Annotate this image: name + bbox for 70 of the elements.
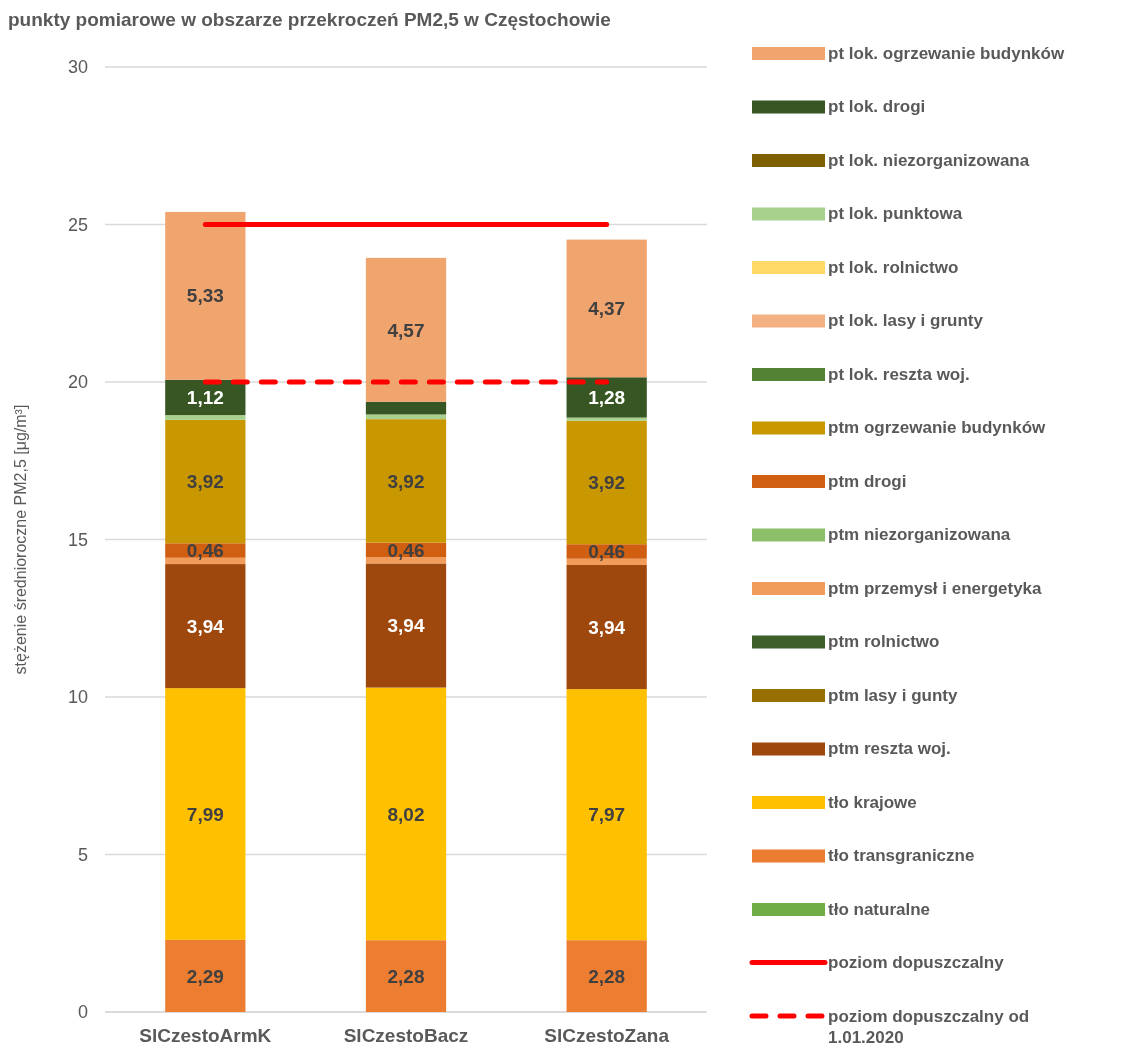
data-label: 3,94 [186,615,225,637]
bar [165,415,246,420]
bar [365,419,447,543]
data-label: 2,28 [387,965,425,987]
legend-label: pt lok. rolnictwo [828,257,959,277]
x-tick-label: SlCzestoZana [544,1025,670,1046]
legend-label: ptm niezorganizowana [828,525,1011,545]
legend-label: ptm drogi [828,471,907,491]
data-label: 4,57 [387,319,425,341]
bar [365,687,447,941]
legend-label: ptm reszta woj. [828,739,951,759]
y-tick-label: 5 [77,844,88,865]
chart-title: punkty pomiarowe w obszarze przekroczeń PM2,5 w Częstochowie [8,9,611,30]
y-axis-title: stężenie średnioroczne PM2,5 [μg/m³] [12,404,29,675]
x-tick-label: SlCzestoArmK [139,1025,272,1046]
data-label: 3,92 [588,472,626,494]
data-label: 0,46 [387,539,425,561]
legend-label: ptm przemysł i energetyka [828,578,1043,598]
bar [365,401,447,415]
legend-label: ptm rolnictwo [828,632,940,652]
bar [566,417,647,421]
bar [566,940,647,1012]
legend-label: pt lok. niezorganizowana [828,150,1030,170]
legend-label: pt lok. punktowa [828,204,963,224]
legend-label: tło naturalne [828,899,931,919]
legend-label: tło krajowe [828,792,917,812]
bar [165,939,246,1012]
data-label: 3,92 [186,471,224,493]
bar [365,563,447,688]
legend-label: pt lok. lasy i grunty [828,311,984,331]
data-label: 5,33 [186,285,224,307]
bar [566,565,647,690]
data-label: 1,28 [588,387,626,409]
bar [566,689,647,941]
data-label: 3,94 [387,615,425,637]
x-tick-label: SlCzestoBacz [343,1025,469,1046]
data-label: 7,97 [588,804,626,826]
y-tick-label: 10 [67,687,88,708]
y-tick-label: 0 [77,1002,88,1023]
legend-label: pt lok. ogrzewanie budynków [828,43,1065,63]
bar [165,564,246,689]
data-label: 2,28 [588,965,626,987]
legend-label: ptm ogrzewanie budynków [828,418,1047,438]
bar [566,239,647,378]
data-label: 3,92 [387,470,425,492]
data-label: 0,46 [186,540,224,562]
y-tick-label: 25 [67,214,88,235]
bar [165,688,246,940]
bar [165,211,246,380]
data-label: 8,02 [387,803,425,825]
data-label: 1,12 [186,387,224,409]
legend-label: tło transgraniczne [828,846,975,866]
bar [566,420,647,545]
data-label: 2,29 [186,965,224,987]
bar [365,940,447,1012]
data-label: 7,99 [186,803,224,825]
bar [365,414,447,420]
y-tick-label: 30 [67,57,88,78]
legend-label: poziom dopuszczalny [828,953,1005,973]
legend-label: pt lok. reszta woj. [828,364,970,384]
bar [365,257,447,402]
y-tick-label: 15 [67,529,88,550]
data-label: 0,46 [588,541,626,563]
legend-label: pt lok. drogi [828,97,926,117]
legend-label: poziom dopuszczalny od 1.01.2020 [828,1006,1030,1048]
y-tick-label: 20 [67,372,88,393]
data-label: 3,94 [588,616,626,638]
bar [165,419,246,544]
data-label: 4,37 [588,298,626,320]
legend-label: ptm lasy i gunty [828,685,958,705]
